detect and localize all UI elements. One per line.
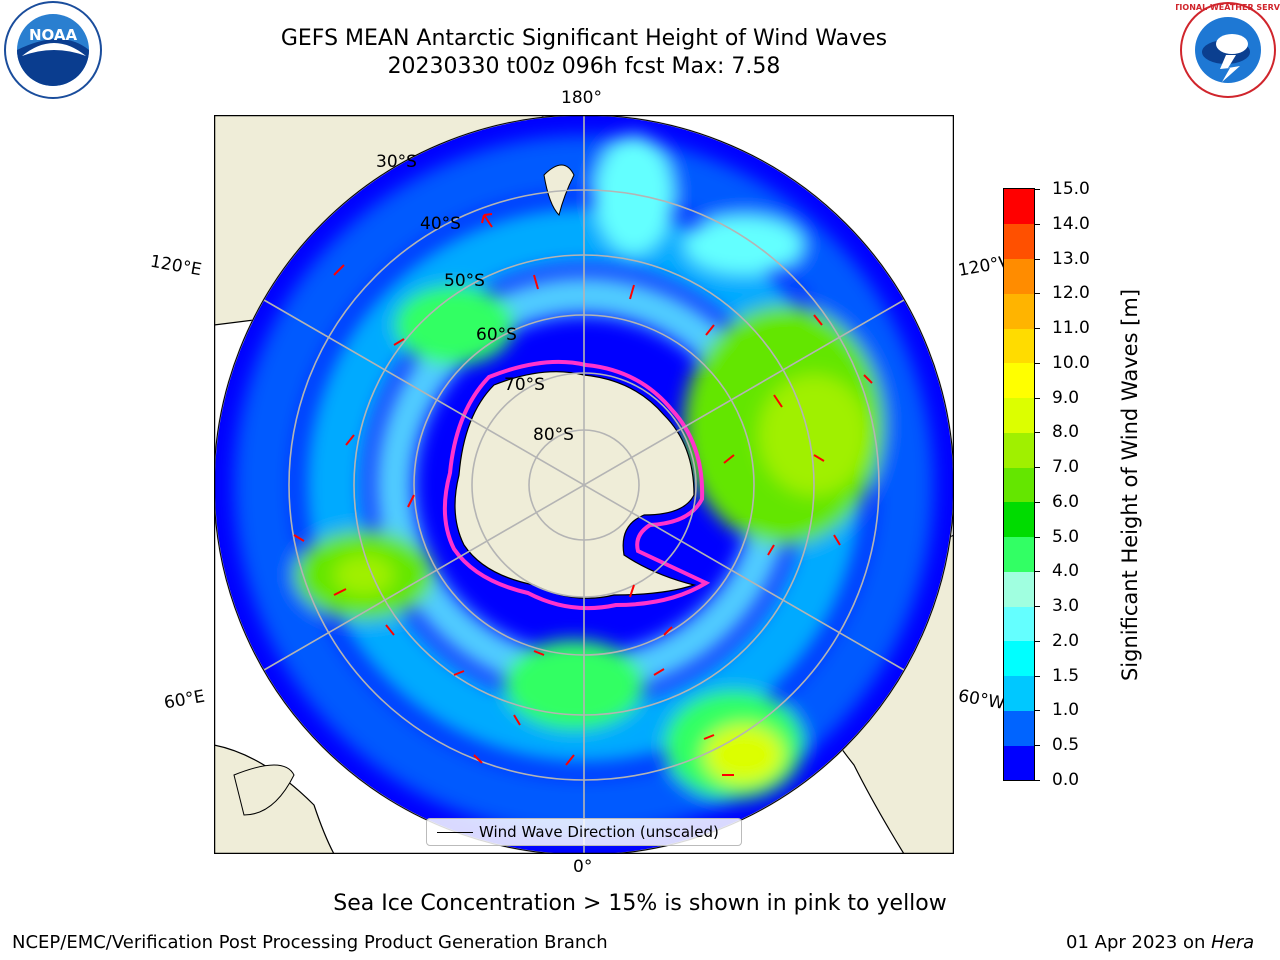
legend-label: Wind Wave Direction (unscaled) xyxy=(479,823,719,841)
colorbar-tick-mark xyxy=(1034,432,1040,434)
colorbar-tick-mark xyxy=(1034,223,1040,225)
footer-credit: NCEP/EMC/Verification Post Processing Pr… xyxy=(12,932,608,953)
footer-date: 01 Apr 2023 on Hera xyxy=(1066,932,1255,953)
colorbar-segment xyxy=(1004,362,1034,399)
lat-label-60s: 60°S xyxy=(476,325,517,345)
colorbar-tick-label: 1.0 xyxy=(1052,700,1080,721)
colorbar-tick-mark xyxy=(1034,640,1040,642)
colorbar-segment xyxy=(1004,501,1034,538)
colorbar-tick-label: 3.0 xyxy=(1052,596,1080,617)
colorbar-segment xyxy=(1004,397,1034,433)
polar-map xyxy=(214,115,954,854)
lat-label-50s: 50°S xyxy=(444,271,485,291)
colorbar-segment xyxy=(1004,640,1034,677)
lon-label-120e: 120°E xyxy=(148,251,204,281)
colorbar-tick-mark xyxy=(1034,328,1040,330)
colorbar-label: Significant Height of Wind Waves [m] xyxy=(1118,288,1142,682)
colorbar-tick-label: 8.0 xyxy=(1052,422,1080,443)
colorbar-segment xyxy=(1004,536,1034,572)
map-legend: Wind Wave Direction (unscaled) xyxy=(426,818,742,846)
colorbar-tick-label: 1.5 xyxy=(1052,665,1080,686)
noaa-logo: NOAA xyxy=(4,1,102,99)
colorbar-tick-label: 12.0 xyxy=(1052,283,1090,304)
colorbar-segment xyxy=(1004,571,1034,607)
colorbar-segment xyxy=(1004,258,1034,294)
antarctica-land xyxy=(454,371,697,599)
svg-text:NOAA: NOAA xyxy=(29,26,78,44)
colorbar-tick-mark xyxy=(1034,745,1040,747)
madagascar-land xyxy=(233,764,295,816)
colorbar-segment xyxy=(1004,293,1034,329)
lon-label-180: 180° xyxy=(561,88,602,108)
colorbar-tick-label: 4.0 xyxy=(1052,561,1080,582)
colorbar-tick-mark xyxy=(1034,571,1040,573)
colorbar-segment xyxy=(1004,675,1034,711)
lat-label-30s: 30°S xyxy=(376,152,417,172)
lat-label-80s: 80°S xyxy=(533,425,574,445)
colorbar-segment xyxy=(1004,189,1034,225)
sea-ice-edge xyxy=(442,359,711,611)
colorbar-tick-label: 0.0 xyxy=(1052,770,1080,790)
colorbar-tick-label: 13.0 xyxy=(1052,248,1090,269)
colorbar-tick-mark xyxy=(1034,536,1040,538)
colorbar-tick-mark xyxy=(1034,293,1040,295)
lat-label-70s: 70°S xyxy=(504,375,545,395)
colorbar-tick-mark xyxy=(1034,362,1040,364)
colorbar-tick-label: 9.0 xyxy=(1052,387,1080,408)
chart-title: GEFS MEAN Antarctic Significant Height o… xyxy=(280,26,888,51)
colorbar-tick-label: 10.0 xyxy=(1052,352,1090,373)
lon-label-60w: 60°W xyxy=(956,686,1007,714)
colorbar-tick-label: 6.0 xyxy=(1052,491,1080,512)
colorbar-tick-mark xyxy=(1034,606,1040,608)
chart-subtitle: 20230330 t00z 096h fcst Max: 7.58 xyxy=(387,54,781,79)
colorbar-tick-mark xyxy=(1034,189,1040,190)
colorbar-tick-label: 15.0 xyxy=(1052,179,1090,199)
colorbar-tick-mark xyxy=(1034,501,1040,503)
legend-line-icon xyxy=(437,832,473,833)
wind-arrows xyxy=(293,213,873,776)
colorbar-segment xyxy=(1004,432,1034,468)
lon-label-0: 0° xyxy=(573,857,593,877)
colorbar-tick-mark xyxy=(1034,675,1040,677)
colorbar-frame xyxy=(1003,188,1035,781)
colorbar-tick-mark xyxy=(1034,258,1040,260)
lat-label-40s: 40°S xyxy=(420,214,461,234)
colorbar-tick-mark xyxy=(1034,710,1040,712)
colorbar-tick-label: 7.0 xyxy=(1052,457,1080,478)
colorbar-tick-label: 5.0 xyxy=(1052,526,1080,547)
lon-label-60e: 60°E xyxy=(162,686,207,714)
colorbar-segment xyxy=(1004,223,1034,259)
sea-ice-note: Sea Ice Concentration > 15% is shown in … xyxy=(333,891,947,916)
colorbar-tick-label: 2.0 xyxy=(1052,630,1080,651)
colorbar-segment xyxy=(1004,467,1034,503)
colorbar-tick-label: 14.0 xyxy=(1052,213,1090,234)
colorbar-tick-mark xyxy=(1034,467,1040,469)
colorbar-tick-label: 0.5 xyxy=(1052,735,1080,756)
svg-text:NATIONAL WEATHER SERVICE: NATIONAL WEATHER SERVICE xyxy=(1176,3,1280,12)
colorbar-segment xyxy=(1004,606,1034,642)
nws-logo: NATIONAL WEATHER SERVICE xyxy=(1176,2,1280,98)
colorbar-tick-mark xyxy=(1034,780,1040,781)
colorbar-segment xyxy=(1004,328,1034,364)
colorbar-tick-label: 11.0 xyxy=(1052,318,1090,339)
colorbar-segment xyxy=(1004,710,1034,746)
new-zealand-land xyxy=(543,164,575,216)
colorbar-segment xyxy=(1004,745,1034,781)
colorbar-tick-mark xyxy=(1034,397,1040,399)
